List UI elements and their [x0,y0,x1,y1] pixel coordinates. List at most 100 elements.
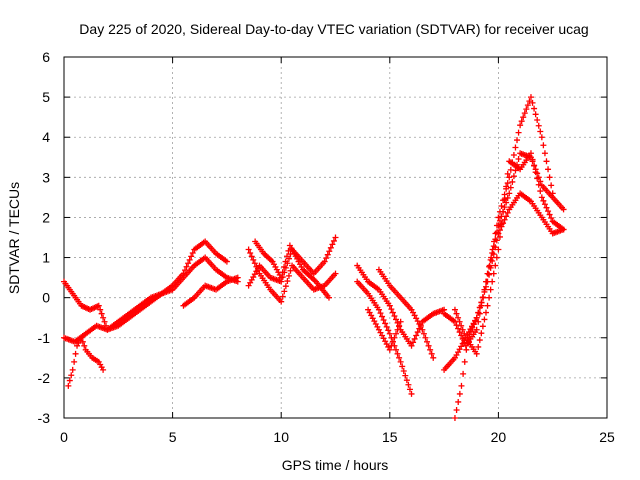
data-point [98,310,105,317]
data-point [394,326,401,333]
data-point [245,246,252,253]
data-point [538,134,545,141]
data-point [281,288,288,295]
data-point [72,350,79,357]
data-point [545,166,552,173]
data-point [326,248,333,255]
data-point [532,111,539,118]
data-point [517,122,524,129]
data-point [479,323,486,330]
data-point [560,206,567,213]
data-point [100,314,107,321]
data-point [71,358,78,365]
plot-frame [63,56,608,419]
data-point [399,363,406,370]
data-point [68,372,75,379]
data-point [427,346,434,353]
data-point [284,278,291,285]
data-point [458,322,465,329]
data-point [386,302,393,309]
data-point [428,350,435,357]
data-point [223,258,230,265]
data-point [456,318,463,325]
data-point [394,350,401,357]
data-point [377,310,384,317]
y-tick-label: 6 [42,49,50,65]
y-tick-label: 2 [42,209,50,225]
data-point [548,215,555,222]
y-tick-label: -2 [38,370,51,386]
data-point [180,270,187,277]
data-points [61,94,567,421]
data-point [482,309,489,316]
data-point [534,175,541,182]
x-tick-label: 5 [169,429,177,445]
data-point [496,227,503,234]
data-point [383,323,390,330]
data-point [102,322,109,329]
data-point [506,174,513,181]
data-point [402,372,409,379]
data-point [405,381,412,388]
data-point [504,180,511,187]
x-tick-label: 0 [60,429,68,445]
data-point [453,310,460,317]
data-point [323,255,330,262]
data-point [507,166,514,173]
data-point [461,358,468,365]
data-point [546,174,553,181]
data-point [496,233,503,240]
data-point [250,256,257,263]
data-point [95,302,102,309]
data-point [483,278,490,285]
data-point [389,338,396,345]
data-point [332,234,339,241]
y-tick-label: -1 [38,330,51,346]
data-point [537,128,544,135]
data-point [456,390,463,397]
data-point [493,222,500,229]
data-point [484,302,491,309]
data-point [491,238,498,245]
data-point [504,170,511,177]
data-point [393,346,400,353]
data-point [529,156,536,163]
data-point [281,263,288,270]
data-point [386,330,393,337]
data-point [456,329,463,336]
data-point [534,117,541,124]
y-axis-label: SDTVAR / TECUs [6,182,22,294]
data-point [487,286,494,293]
data-point [541,201,548,208]
y-tick-label: 5 [42,89,50,105]
data-point [503,199,510,206]
data-point [234,274,241,281]
data-point [475,318,482,325]
data-point [81,342,88,349]
data-point [538,194,545,201]
data-point [182,267,189,274]
data-point [100,366,107,373]
data-point [393,330,400,337]
data-point [548,182,555,189]
data-point [410,339,417,346]
data-point [382,320,389,327]
data-point [278,298,285,305]
data-point [411,335,418,342]
data-point [543,204,550,211]
x-tick-label: 25 [599,429,615,445]
data-point [490,270,497,277]
data-point [287,267,294,274]
data-point [455,314,462,321]
data-point [406,386,413,393]
data-point [188,253,195,260]
data-point [486,271,493,278]
series-s2 [61,238,230,333]
y-tick-label: 0 [42,290,50,306]
data-point [459,326,466,333]
data-point [189,249,196,256]
data-point [498,202,505,209]
data-point [327,244,334,251]
data-point [535,181,542,188]
data-point [496,217,503,224]
